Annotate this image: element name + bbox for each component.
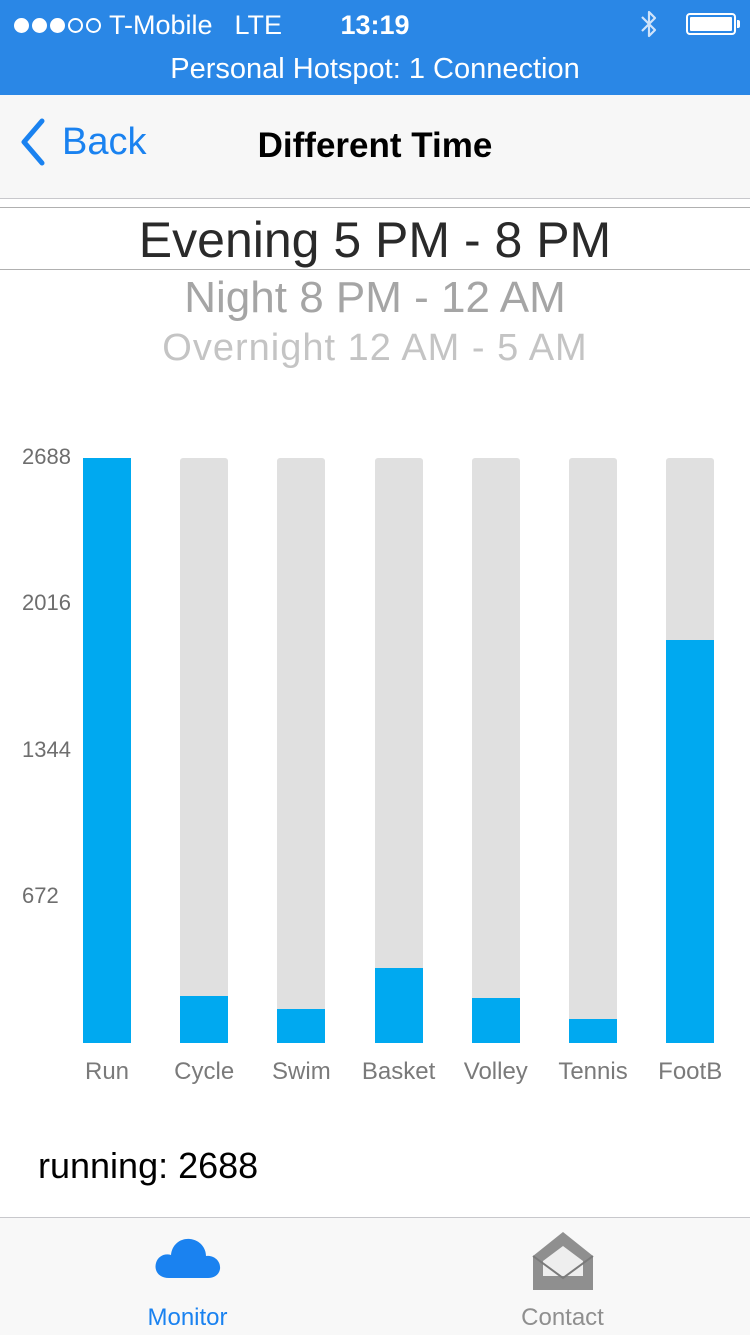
cloud-icon (155, 1238, 220, 1278)
carrier-group: T-Mobile LTE (14, 10, 282, 41)
page-title: Different Time (257, 126, 493, 165)
picker-option-night[interactable]: Night 8 PM - 12 AM (184, 273, 566, 322)
bar-volley[interactable] (471, 998, 520, 1043)
picker-selected-option[interactable]: Evening 5 PM - 8 PM (138, 212, 612, 268)
bar-track-tennis[interactable] (569, 458, 617, 1043)
carrier-name: T-Mobile (109, 10, 213, 40)
activity-bar-chart: 672 1344 2016 2688 Run Cycle Swim Basket Volley T… (0, 440, 750, 1100)
clock: 13:19 (340, 10, 410, 40)
network-type: LTE (234, 10, 283, 40)
bar-track-volley[interactable] (471, 458, 520, 1043)
x-axis-label-basket: Basket (361, 1058, 436, 1085)
x-axis-label-volley: Volley (463, 1058, 528, 1085)
picker-selection-divider (0, 269, 750, 270)
battery-icon (686, 13, 740, 35)
navigation-bar: Back Different Time (0, 95, 750, 199)
back-label: Back (62, 120, 147, 163)
x-axis-label-run: Run (84, 1058, 130, 1085)
y-axis-tick-label: 1344 (22, 736, 71, 762)
status-bar: T-Mobile LTE 13:19 Personal Hotspot: 1 C… (0, 0, 750, 95)
bluetooth-icon (641, 10, 657, 38)
back-button[interactable]: Back (18, 117, 146, 167)
y-axis-tick-label: 672 (22, 882, 59, 908)
tab-monitor-label: Monitor (147, 1304, 228, 1331)
y-axis-tick-label: 2016 (22, 590, 71, 616)
bar-track-basket[interactable] (374, 458, 423, 1043)
hotspot-banner[interactable]: Personal Hotspot: 1 Connection (170, 53, 580, 85)
chevron-left-icon (21, 118, 45, 166)
bar-cycle[interactable] (180, 996, 229, 1043)
signal-strength-icon (14, 18, 101, 33)
bar-tennis[interactable] (569, 1019, 617, 1043)
tab-monitor[interactable]: Monitor (0, 1218, 375, 1335)
bar-basket[interactable] (374, 967, 423, 1043)
bar-run[interactable] (83, 458, 131, 1043)
status-icons (638, 8, 740, 40)
x-axis-label-swim: Swim (272, 1058, 331, 1085)
selected-value-readout: running: 2688 (38, 1145, 259, 1186)
x-axis-label-cycle: Cycle (174, 1058, 235, 1085)
tab-bar: Monitor Contact (0, 1217, 750, 1335)
x-axis-label-footb: FootB (658, 1058, 723, 1085)
bar-track-cycle[interactable] (180, 458, 229, 1043)
picker-top-divider (0, 207, 750, 208)
bar-swim[interactable] (277, 1009, 326, 1043)
x-axis-label-tennis: Tennis (558, 1058, 628, 1085)
y-axis-tick-label: 2688 (22, 444, 71, 469)
tab-contact-label: Contact (521, 1304, 604, 1331)
envelope-icon (531, 1232, 594, 1290)
tab-contact[interactable]: Contact (375, 1218, 750, 1335)
bar-track-swim[interactable] (277, 458, 326, 1043)
picker-option-overnight[interactable]: Overnight 12 AM - 5 AM (162, 327, 588, 369)
time-picker[interactable]: Evening 5 PM - 8 PM Night 8 PM - 12 AM O… (0, 207, 750, 377)
bar-footb[interactable] (666, 640, 715, 1043)
